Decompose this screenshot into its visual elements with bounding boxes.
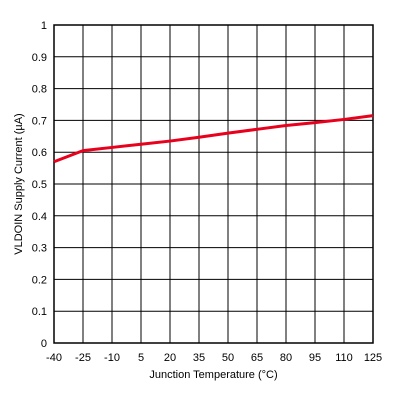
x-tick-label: 35 — [193, 352, 205, 364]
y-axis-title: VLDOIN Supply Current (µA) — [13, 113, 25, 254]
y-tick-label: 0.6 — [32, 147, 47, 159]
tick-labels: -40 -25 -10 5 20 35 50 65 80 95 110 125 0 0.1 0.2 0.3 0.… — [32, 20, 382, 364]
x-tick-label: 20 — [164, 352, 176, 364]
x-tick-label: 80 — [280, 352, 292, 364]
x-tick-label: -40 — [46, 352, 62, 364]
y-tick-label: 0.8 — [32, 84, 47, 96]
y-tick-label: 0.1 — [32, 306, 47, 318]
y-tick-label: 1 — [41, 20, 47, 32]
series-layer — [53, 114, 374, 164]
y-tick-label: 0.4 — [32, 211, 47, 223]
y-tick-label: 0.3 — [32, 243, 47, 255]
x-tick-label: 95 — [309, 352, 321, 364]
y-tick-label: 0.2 — [32, 274, 47, 286]
x-tick-label: 125 — [364, 352, 382, 364]
x-tick-label: -10 — [104, 352, 120, 364]
y-tick-label: 0.9 — [32, 52, 47, 64]
y-tick-label: 0 — [41, 338, 47, 350]
x-tick-label: 50 — [222, 352, 234, 364]
x-tick-label: 5 — [138, 352, 144, 364]
x-axis-title: Junction Temperature (°C) — [149, 369, 277, 381]
y-tick-label: 0.5 — [32, 179, 47, 191]
x-tick-label: -25 — [75, 352, 91, 364]
x-tick-label: 65 — [251, 352, 263, 364]
x-tick-label: 110 — [335, 352, 353, 364]
series-line — [53, 114, 374, 164]
y-tick-label: 0.7 — [32, 115, 47, 127]
grid — [53, 24, 374, 344]
plot-frame — [53, 24, 374, 344]
